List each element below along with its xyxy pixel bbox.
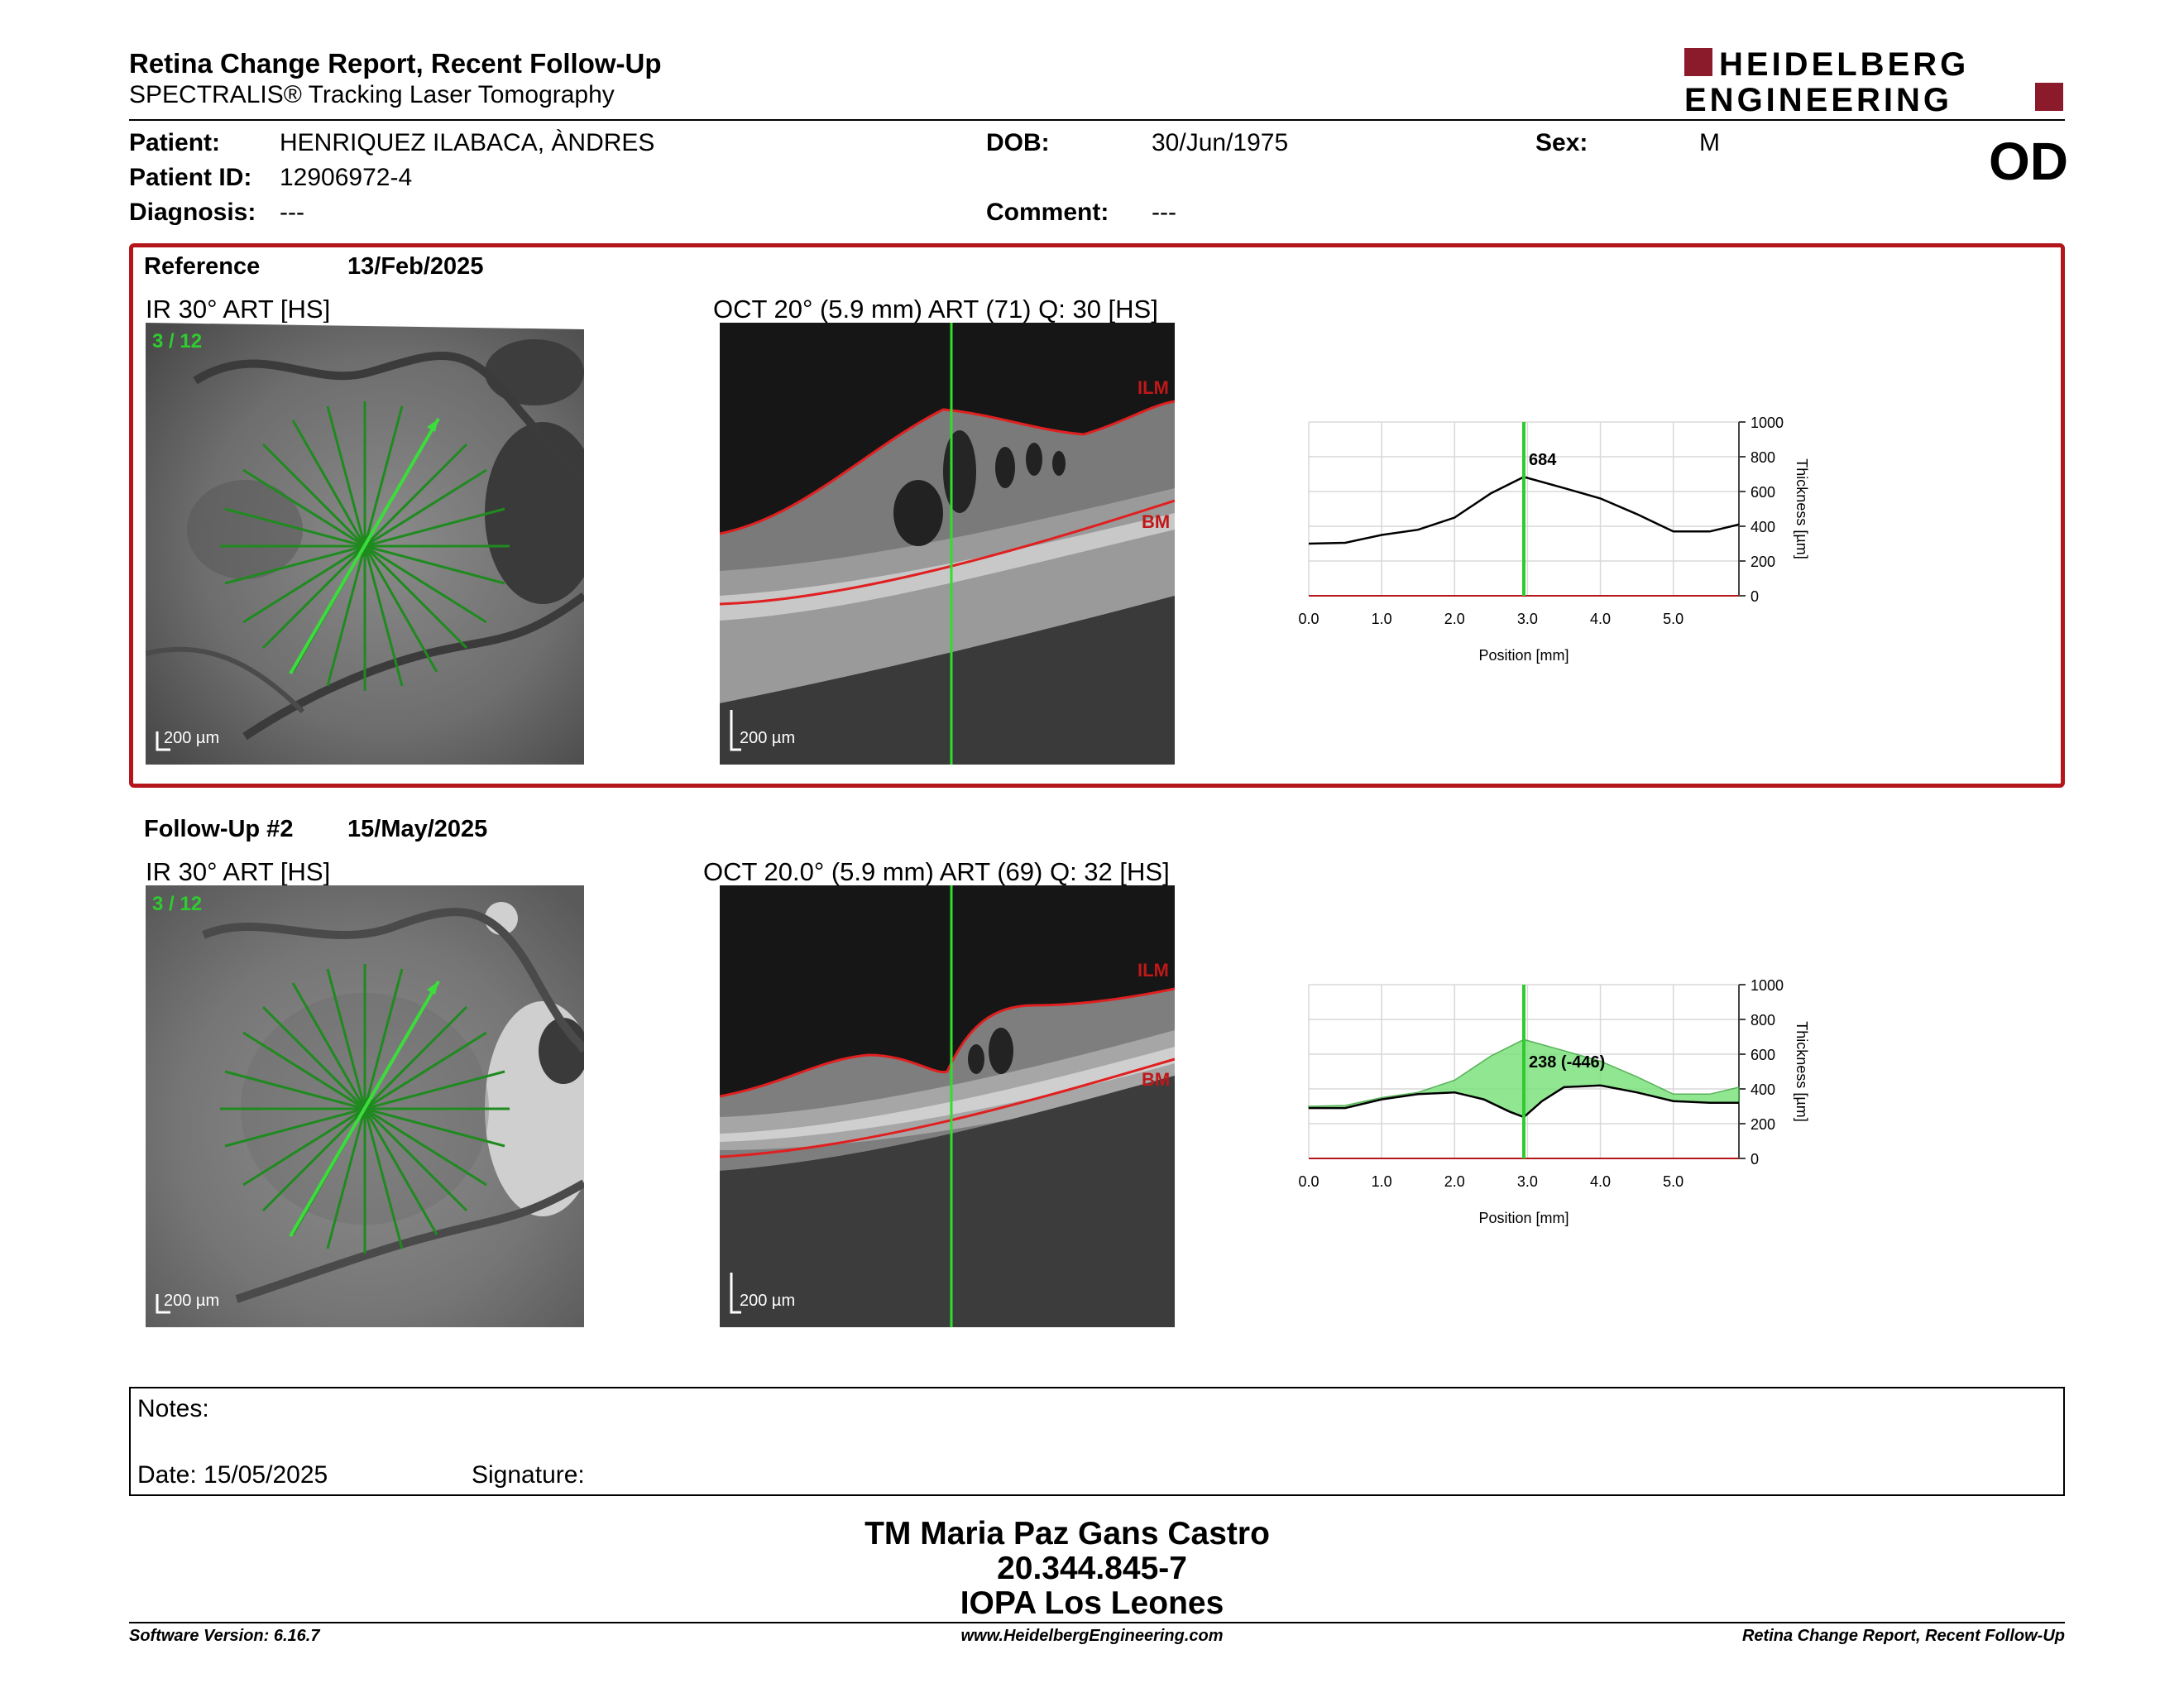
x-tick-label: 3.0 [1517,1173,1538,1190]
footer-report-name: Retina Change Report, Recent Follow-Up [1741,1627,2065,1645]
notes-date: Date: 15/05/2025 [137,1461,328,1489]
scan-direction-arrow [427,981,438,995]
followup-oct-bscan-image[interactable]: ILM BM 200 µm [720,885,1175,1327]
x-tick-label: 4.0 [1590,1173,1611,1190]
scale-bar-icon [156,1294,170,1314]
x-tick-label: 3.0 [1517,611,1538,627]
y-tick-label: 400 [1751,1081,1775,1098]
scale-bar-icon [156,731,170,751]
reference-section-frame [129,243,2065,788]
diagnosis-label: Diagnosis: [129,199,256,226]
followup-oct-scale: 200 µm [740,1292,795,1310]
followup-title: Follow-Up #2 [144,816,294,842]
followup-thickness-chart: 0 200 400 600 800 1000 0.0 1.0 2.0 3.0 4.0 5.0 Posit… [1298,977,1810,1226]
bm-boundary-line [720,499,1175,606]
reference-oct-scale: 200 µm [740,729,795,747]
reference-thickness-chart: 0 200 400 600 800 1000 0.0 1.0 2.0 3.0 4.0 5.0 Posit… [1298,415,1810,664]
patient-id: 12906972-4 [280,164,413,191]
signer-id: 20.344.845-7 [997,1551,1187,1586]
y-tick-label: 0 [1751,588,1759,605]
patient-name: HENRIQUEZ ILABACA, ÀNDRES [280,129,655,156]
website-link[interactable]: www.HeidelbergEngineering.com [960,1627,1224,1645]
scan-direction-arrow [427,419,438,432]
x-tick-label: 5.0 [1663,611,1684,627]
y-tick-label: 200 [1751,554,1775,570]
y-tick-label: 200 [1751,1116,1775,1133]
y-tick-label: 800 [1751,449,1775,466]
x-tick-label: 5.0 [1663,1173,1684,1190]
x-tick-label: 0.0 [1298,1173,1319,1190]
reference-ir-scale: 200 µm [164,729,219,747]
report-subtitle: SPECTRALIS® Tracking Laser Tomography [129,81,615,108]
signer-organization: IOPA Los Leones [960,1585,1224,1621]
marker-value-label: 684 [1529,451,1557,469]
reference-oct-bscan-image[interactable]: ILM BM 200 µm [720,323,1175,765]
notes-label: Notes: [137,1395,209,1422]
followup-bm-label: BM [1142,1069,1170,1090]
reference-bm-label: BM [1142,511,1170,532]
ilm-boundary-line [720,987,1175,1098]
header-divider [129,119,2065,121]
y-tick-label: 1000 [1751,415,1784,431]
y-axis-label: Thickness [µm] [1794,1021,1810,1121]
reference-ir-fundus-image[interactable]: 3 / 12 200 µm [146,323,584,765]
notes-box[interactable]: Notes: Date: 15/05/2025 Signature: [129,1387,2065,1496]
ilm-boundary-line [720,400,1175,535]
logo-line2: ENGINEERING [1684,82,1952,114]
marker-value-label: 238 (-446) [1529,1053,1605,1072]
x-tick-label: 1.0 [1372,611,1392,627]
x-tick-label: 2.0 [1444,611,1465,627]
signer-name: TM Maria Paz Gans Castro [864,1516,1270,1551]
dob-value: 30/Jun/1975 [1152,129,1289,156]
sex-label: Sex: [1535,129,1588,156]
selected-scan-line [289,417,440,675]
reference-ir-caption: IR 30° ART [HS] [146,295,331,324]
report-title: Retina Change Report, Recent Follow-Up [129,48,662,79]
footer-divider [129,1622,2065,1623]
y-tick-label: 0 [1751,1151,1759,1168]
followup-oct-caption: OCT 20.0° (5.9 mm) ART (69) Q: 32 [HS] [703,857,1170,886]
x-tick-label: 1.0 [1372,1173,1392,1190]
reference-ir-counter: 3 / 12 [152,330,202,352]
scale-bar-icon [730,710,741,751]
followup-ilm-label: ILM [1138,960,1169,981]
reference-date: 13/Feb/2025 [347,253,484,280]
patient-label: Patient: [129,129,221,156]
comment-label: Comment: [986,199,1109,226]
y-tick-label: 600 [1751,484,1775,501]
y-tick-label: 600 [1751,1047,1775,1063]
y-tick-label: 1000 [1751,977,1784,994]
scale-bar-icon [730,1273,741,1314]
selected-scan-line [289,980,440,1238]
sex-value: M [1699,129,1720,156]
x-tick-label: 0.0 [1298,611,1319,627]
followup-ir-caption: IR 30° ART [HS] [146,857,331,886]
followup-ir-fundus-image[interactable]: 3 / 12 200 µm [146,885,584,1327]
x-tick-label: 2.0 [1444,1173,1465,1190]
software-version: Software Version: 6.16.7 [129,1627,320,1645]
followup-ir-scale: 200 µm [164,1292,219,1310]
reference-ilm-label: ILM [1138,377,1169,398]
y-axis-label: Thickness [µm] [1794,458,1810,559]
y-tick-label: 400 [1751,519,1775,535]
x-axis-label: Position [mm] [1478,647,1569,664]
comment-value: --- [1152,199,1176,226]
heidelberg-logo: HEIDELBERG ENGINEERING [1684,46,2063,114]
eye-indicator: OD [1989,132,2068,191]
y-tick-label: 800 [1751,1012,1775,1029]
followup-date: 15/May/2025 [347,816,488,842]
signature-label: Signature: [472,1461,585,1489]
logo-line1: HEIDELBERG [1719,46,1969,83]
patient-id-label: Patient ID: [129,164,252,191]
x-tick-label: 4.0 [1590,611,1611,627]
diagnosis-value: --- [280,199,304,226]
reference-oct-caption: OCT 20° (5.9 mm) ART (71) Q: 30 [HS] [713,295,1158,324]
x-axis-label: Position [mm] [1478,1210,1569,1226]
dob-label: DOB: [986,129,1050,156]
reference-title: Reference [144,253,261,280]
followup-ir-counter: 3 / 12 [152,893,202,915]
